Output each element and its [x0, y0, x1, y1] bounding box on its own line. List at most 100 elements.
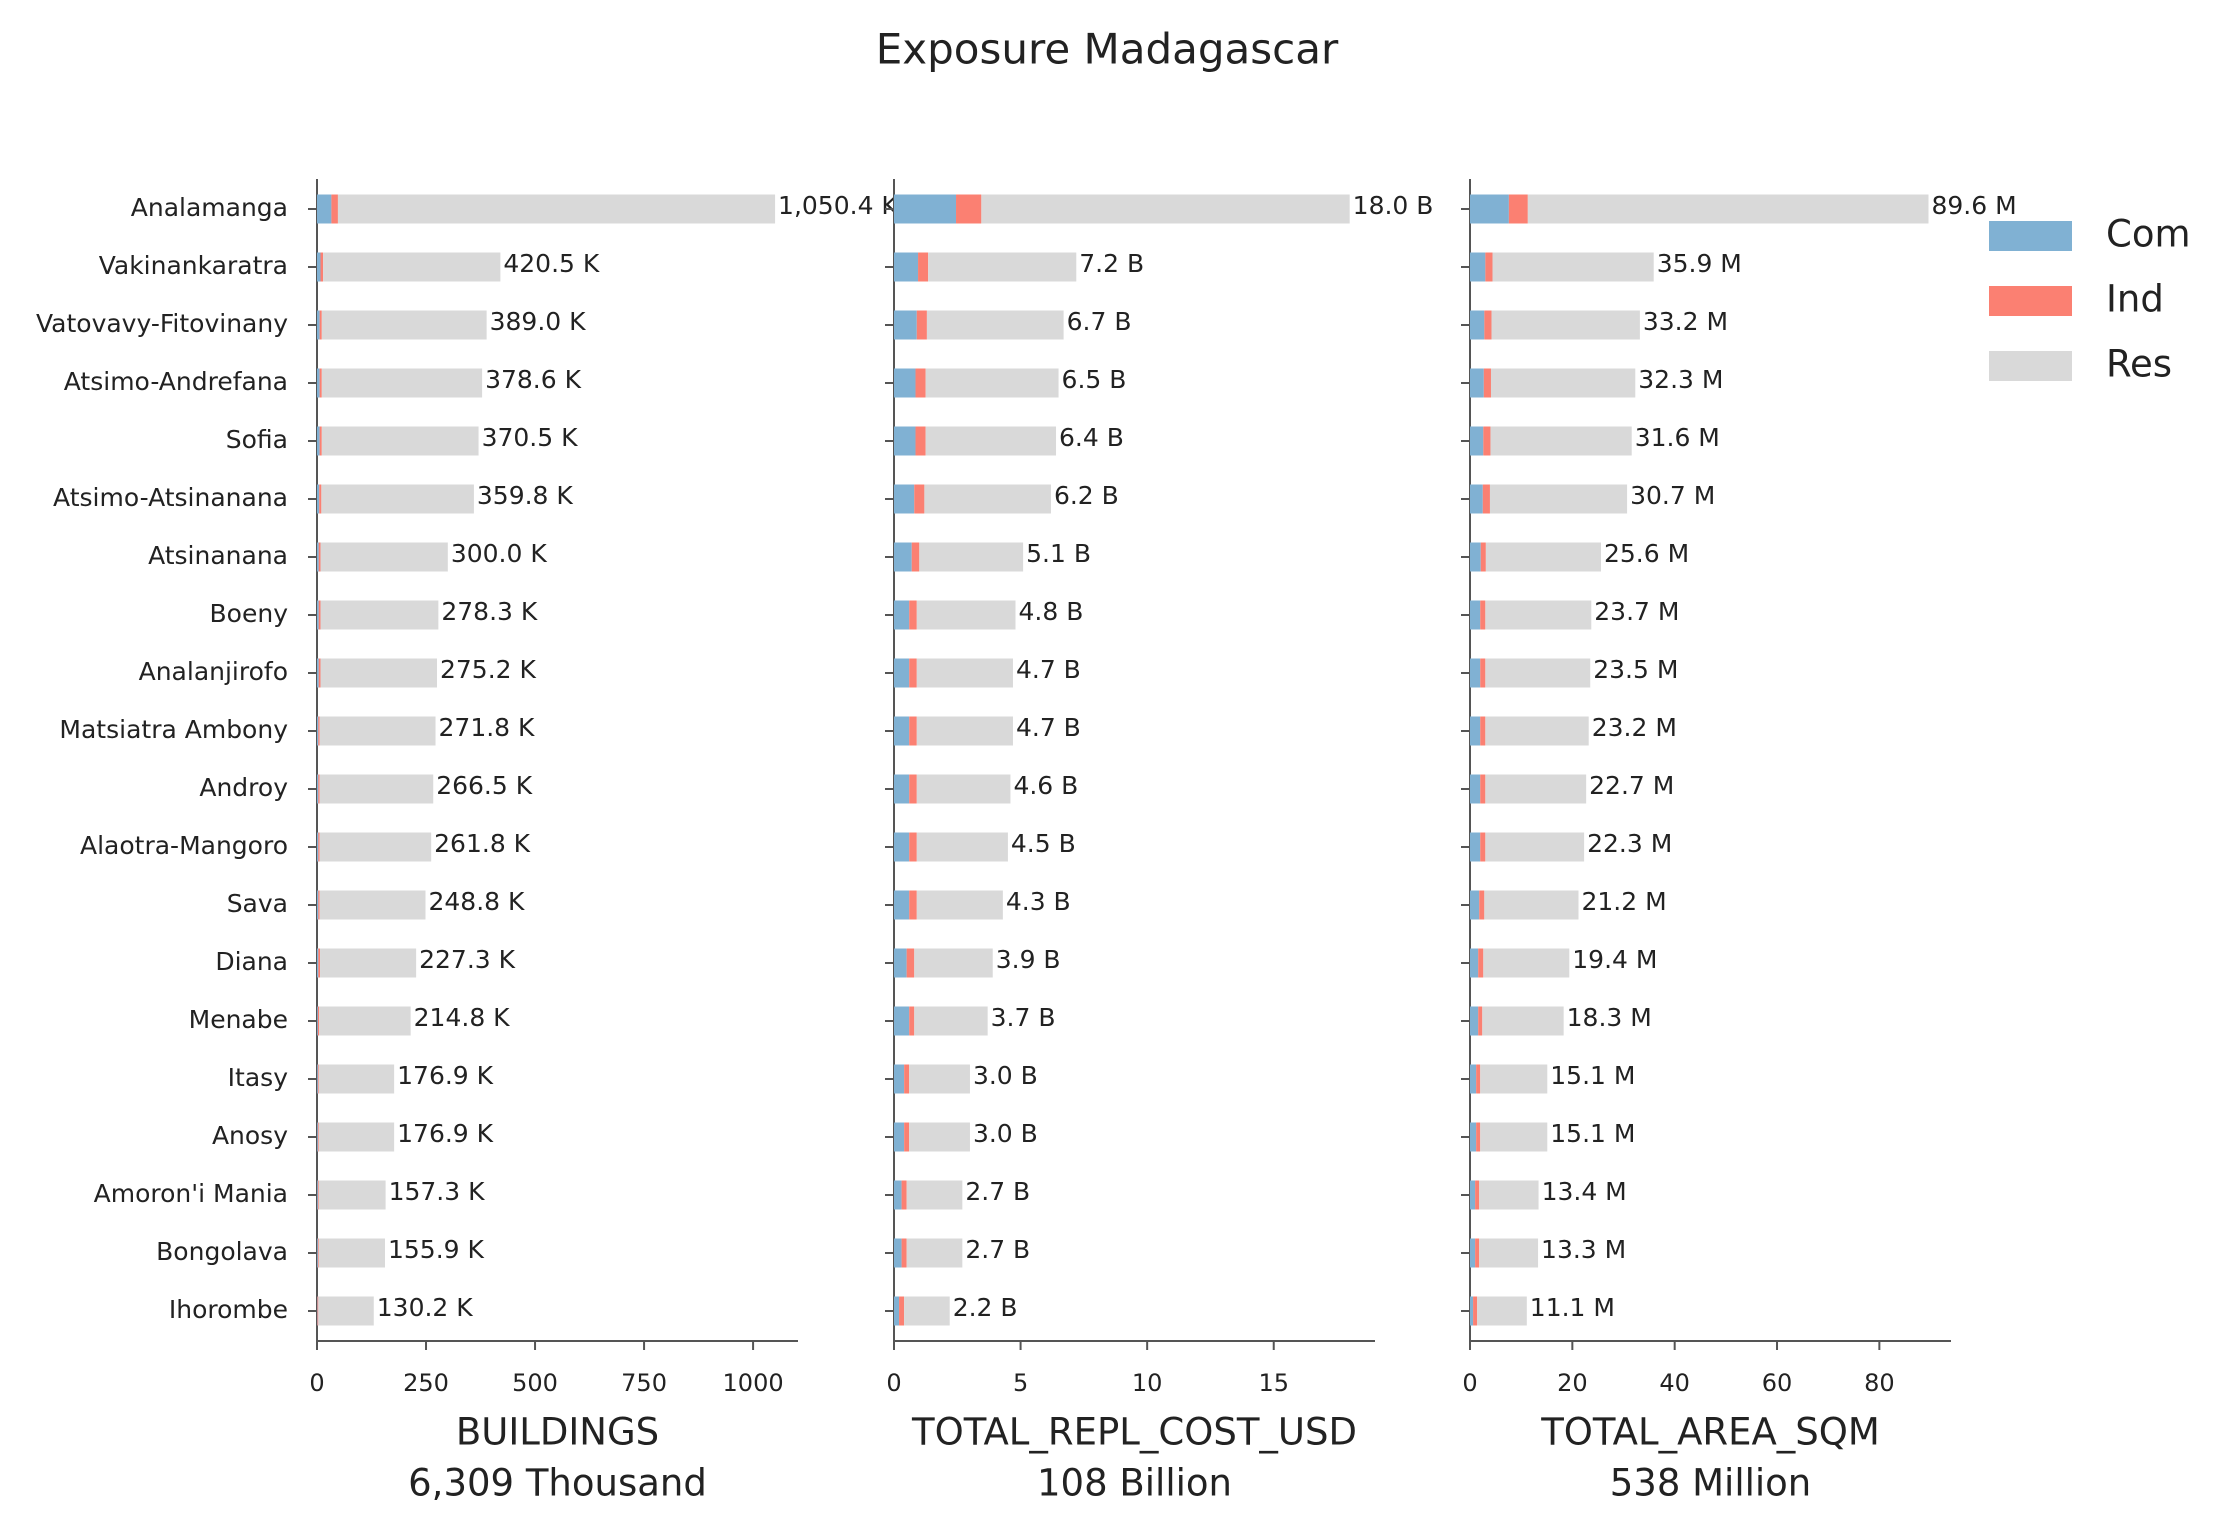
- value-label: 4.8 B: [1019, 597, 1084, 626]
- bar-segment: [1480, 716, 1486, 746]
- value-label: 176.9 K: [397, 1119, 494, 1148]
- value-label: 2.2 B: [953, 1293, 1018, 1322]
- bar-segment: [915, 426, 926, 456]
- category-label: Vakinankaratra: [99, 251, 288, 280]
- bar-segment: [904, 1122, 910, 1152]
- x-tick-label: 1000: [723, 1369, 784, 1397]
- bar-segment: [1508, 194, 1528, 224]
- bar-segment: [319, 310, 322, 340]
- bar-segment: [894, 1180, 902, 1210]
- bar-segment: [909, 890, 917, 920]
- x-axis-label: BUILDINGS: [456, 1411, 659, 1454]
- bar-segment: [331, 194, 338, 224]
- x-tick-label: 10: [1132, 1369, 1163, 1397]
- bar-segment: [321, 484, 474, 514]
- bar-segment: [317, 194, 332, 224]
- bar-segment: [918, 252, 929, 282]
- bar-segment: [894, 194, 957, 224]
- value-label: 4.3 B: [1006, 887, 1071, 916]
- value-label: 18.0 B: [1353, 191, 1434, 220]
- legend-swatch: [1989, 221, 2072, 251]
- category-label: Boeny: [210, 599, 289, 628]
- bar-segment: [319, 774, 434, 804]
- bar-segment: [317, 1006, 318, 1036]
- bar-segment: [318, 600, 321, 630]
- bar-segment: [320, 658, 438, 688]
- bar-segment: [1478, 1006, 1483, 1036]
- bar-segment: [1485, 542, 1601, 572]
- value-label: 89.6 M: [1931, 191, 2016, 220]
- bar-segment: [1470, 1180, 1476, 1210]
- bar-segment: [319, 716, 436, 746]
- x-tick-label: 20: [1557, 1369, 1588, 1397]
- bar-segment: [317, 1180, 319, 1210]
- bar-segment: [894, 1296, 900, 1326]
- bar-segment: [1470, 252, 1486, 282]
- bar-segment: [318, 774, 320, 804]
- bar-segment: [916, 716, 1013, 746]
- bar-segment: [1482, 1006, 1564, 1036]
- bar-segment: [894, 658, 910, 688]
- bar-segment: [1483, 948, 1570, 978]
- x-tick-label: 0: [1462, 1369, 1477, 1397]
- category-label: Sofia: [226, 425, 288, 454]
- value-label: 23.2 M: [1592, 713, 1677, 742]
- bar-segment: [317, 310, 320, 340]
- bar-segment: [317, 1006, 320, 1036]
- bar-segment: [1470, 600, 1481, 630]
- bar-segment: [906, 948, 915, 978]
- bar-segment: [1484, 890, 1579, 920]
- bar-segment: [899, 1296, 905, 1326]
- bar-segment: [901, 1180, 907, 1210]
- bar-segment: [909, 600, 917, 630]
- x-axis-label: TOTAL_AREA_SQM: [1540, 1411, 1880, 1454]
- bar-segment: [909, 1006, 915, 1036]
- value-label: 11.1 M: [1530, 1293, 1615, 1322]
- bar-segment: [894, 368, 916, 398]
- bar-segment: [319, 368, 322, 398]
- bar-segment: [1470, 310, 1485, 340]
- bar-segment: [916, 774, 1011, 804]
- bar-segment: [909, 658, 917, 688]
- category-label: Ihorombe: [169, 1295, 288, 1324]
- value-label: 22.7 M: [1589, 771, 1674, 800]
- x-tick-label: 60: [1762, 1369, 1793, 1397]
- bar-segment: [319, 484, 322, 514]
- bar-segment: [981, 194, 1350, 224]
- bar-segment: [320, 600, 439, 630]
- value-label: 6.5 B: [1062, 365, 1127, 394]
- bar-segment: [919, 542, 1024, 572]
- bar-segment: [894, 948, 907, 978]
- value-label: 15.1 M: [1550, 1119, 1635, 1148]
- category-label: Alaotra-Mangoro: [80, 831, 288, 860]
- bar-segment: [906, 1180, 963, 1210]
- bar-segment: [318, 1238, 385, 1268]
- bar-segment: [319, 426, 322, 456]
- bar-segment: [337, 194, 776, 224]
- bar-segment: [926, 310, 1064, 340]
- category-label: Atsinanana: [148, 541, 288, 570]
- bar-segment: [909, 774, 917, 804]
- bar-segment: [894, 484, 915, 514]
- bar-segment: [1470, 542, 1481, 572]
- value-label: 19.4 M: [1572, 945, 1657, 974]
- value-label: 31.6 M: [1635, 423, 1720, 452]
- legend-swatch: [1989, 351, 2072, 381]
- legend-label: Com: [2106, 213, 2191, 256]
- x-tick-label: 0: [309, 1369, 324, 1397]
- x-tick-label: 250: [403, 1369, 449, 1397]
- bar-segment: [318, 542, 321, 572]
- value-label: 261.8 K: [434, 829, 531, 858]
- bar-segment: [1470, 1296, 1474, 1326]
- bar-segment: [317, 832, 319, 862]
- bar-segment: [1480, 832, 1486, 862]
- bar-segment: [909, 1064, 970, 1094]
- bar-segment: [1473, 1296, 1478, 1326]
- bar-segment: [956, 194, 982, 224]
- category-label: Itasy: [228, 1063, 289, 1092]
- bar-segment: [323, 252, 501, 282]
- bar-segment: [916, 600, 1016, 630]
- value-label: 23.7 M: [1594, 597, 1679, 626]
- bar-segment: [317, 890, 319, 920]
